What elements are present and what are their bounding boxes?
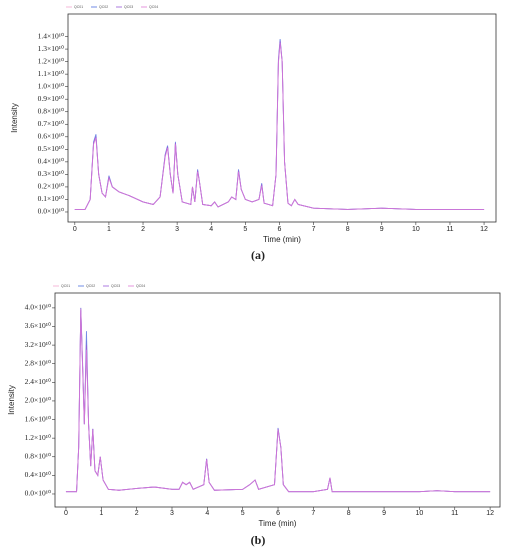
x-tick-label: 4 — [205, 510, 209, 517]
y-tick-label: 0.0×10¹⁰ — [38, 207, 64, 216]
y-tick-label: 1.1×10¹⁰ — [38, 69, 64, 78]
series-line — [65, 310, 491, 493]
x-tick-label: 7 — [311, 510, 315, 517]
x-tick-label: 11 — [451, 510, 458, 517]
caption: (a) — [251, 248, 265, 262]
y-axis-title: Intensity — [10, 103, 19, 133]
y-tick-label: 1.2×10¹⁰ — [38, 56, 64, 65]
y-tick-label: 0.6×10¹⁰ — [38, 132, 64, 141]
series-line — [65, 307, 491, 493]
x-tick-label: 9 — [382, 510, 386, 517]
y-tick-label: 1.6×10¹⁰ — [25, 414, 51, 423]
x-tick-label: 3 — [170, 510, 174, 517]
y-tick-label: 1.0×10¹⁰ — [38, 81, 64, 90]
x-tick-label: 10 — [412, 226, 420, 233]
y-tick-label: 0.3×10¹⁰ — [38, 169, 64, 178]
x-tick-label: 2 — [135, 510, 139, 517]
x-tick-label: 0 — [73, 226, 77, 233]
x-tick-label: 5 — [241, 510, 245, 517]
legend-label: QC04 — [136, 284, 145, 288]
series-line — [74, 40, 485, 210]
y-tick-label: 4.0×10¹⁰ — [25, 303, 51, 312]
x-tick-label: 9 — [380, 226, 384, 233]
y-tick-label: 0.7×10¹⁰ — [38, 119, 64, 128]
y-tick-label: 0.1×10¹⁰ — [38, 194, 64, 203]
x-tick-label: 7 — [312, 226, 316, 233]
y-tick-label: 1.3×10¹⁰ — [38, 44, 64, 53]
x-tick-label: 1 — [99, 510, 103, 517]
y-tick-label: 0.0×10¹⁰ — [25, 489, 51, 498]
y-tick-label: 0.4×10¹⁰ — [38, 157, 64, 166]
y-tick-label: 0.4×10¹⁰ — [25, 470, 51, 479]
series-line — [74, 39, 485, 210]
x-axis-title: Time (min) — [259, 519, 297, 528]
x-tick-label: 12 — [480, 226, 488, 233]
legend-label: QC02 — [86, 284, 95, 288]
y-tick-label: 0.5×10¹⁰ — [38, 144, 64, 153]
x-tick-label: 10 — [416, 510, 424, 517]
legend-label: QC03 — [124, 5, 133, 9]
x-tick-label: 4 — [209, 226, 213, 233]
x-axis-title: Time (min) — [263, 235, 301, 244]
x-tick-label: 0 — [64, 510, 68, 517]
series-line — [65, 307, 491, 493]
x-tick-label: 2 — [141, 226, 145, 233]
legend-label: QC01 — [61, 284, 70, 288]
x-tick-label: 11 — [446, 226, 453, 233]
y-tick-label: 0.8×10¹⁰ — [38, 106, 64, 115]
y-tick-label: 2.0×10¹⁰ — [25, 396, 51, 405]
y-axis-title: Intensity — [7, 385, 16, 415]
x-tick-label: 8 — [347, 510, 351, 517]
y-tick-label: 0.8×10¹⁰ — [25, 451, 51, 460]
y-tick-label: 1.2×10¹⁰ — [25, 433, 51, 442]
y-tick-label: 1.4×10¹⁰ — [38, 31, 64, 40]
plot-frame — [54, 292, 501, 508]
x-tick-label: 5 — [243, 226, 247, 233]
series-line — [74, 42, 485, 210]
series-line — [74, 41, 485, 210]
y-tick-label: 0.2×10¹⁰ — [38, 182, 64, 191]
x-tick-label: 12 — [486, 510, 494, 517]
y-tick-label: 2.4×10¹⁰ — [25, 377, 51, 386]
caption: (b) — [251, 533, 266, 547]
x-tick-label: 3 — [175, 226, 179, 233]
legend-label: QC02 — [99, 5, 108, 9]
legend-label: QC01 — [74, 5, 83, 9]
x-tick-label: 1 — [107, 226, 111, 233]
y-tick-label: 2.8×10¹⁰ — [25, 358, 51, 367]
y-tick-label: 3.2×10¹⁰ — [25, 340, 51, 349]
series-line — [65, 308, 491, 493]
legend-label: QC03 — [111, 284, 120, 288]
plot-frame — [67, 13, 497, 223]
y-tick-label: 3.6×10¹⁰ — [25, 321, 51, 330]
legend-label: QC04 — [149, 5, 158, 9]
x-tick-label: 6 — [277, 226, 281, 233]
x-tick-label: 6 — [276, 510, 280, 517]
x-tick-label: 8 — [346, 226, 350, 233]
y-tick-label: 0.9×10¹⁰ — [38, 94, 64, 103]
